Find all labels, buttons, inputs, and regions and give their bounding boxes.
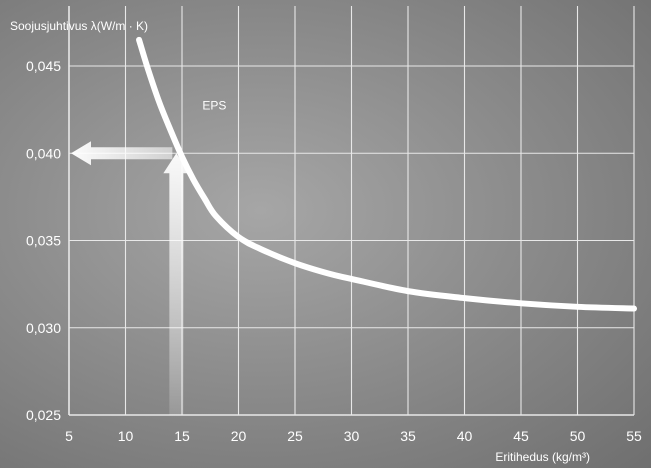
horizontal-reading-arrow [71,141,172,165]
x-tick-label-15: 15 [174,428,190,444]
series-annotation-0: EPS [202,99,226,113]
y-tick-label-4: 0,045 [26,58,61,74]
x-tick-label-50: 50 [570,428,586,444]
x-tick-label-10: 10 [118,428,134,444]
series-line-0 [139,40,634,309]
x-tick-label-30: 30 [344,428,360,444]
vertical-reading-arrow [163,153,189,415]
y-tick-label-1: 0,030 [26,320,61,336]
y-tick-label-0: 0,025 [26,407,61,423]
x-tick-label-55: 55 [626,428,642,444]
x-tick-label-45: 45 [513,428,529,444]
y-tick-label-3: 0,040 [26,145,61,161]
y-axis-title: Soojusjuhtivus λ(W/m · K) [10,19,148,33]
x-axis-title: Eritihedus (kg/m³) [495,450,590,464]
x-tick-label-25: 25 [287,428,303,444]
x-tick-label-5: 5 [65,428,73,444]
x-tick-label-40: 40 [457,428,473,444]
x-tick-label-35: 35 [400,428,416,444]
y-tick-label-2: 0,035 [26,233,61,249]
x-tick-label-20: 20 [231,428,247,444]
